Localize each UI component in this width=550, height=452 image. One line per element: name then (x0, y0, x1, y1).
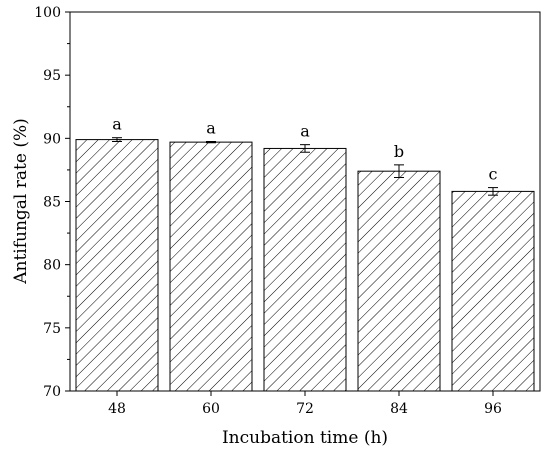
x-tick-label-84: 84 (390, 401, 408, 417)
y-tick-label-75: 75 (43, 321, 61, 337)
bar-48 (75, 139, 159, 392)
significance-label-84: b (394, 142, 404, 161)
significance-label-72: a (300, 122, 310, 141)
significance-labels-group: a a a b c (112, 115, 497, 184)
x-tick-label-60: 60 (202, 401, 220, 417)
y-tick-label-80: 80 (43, 258, 61, 274)
y-tick-label-70: 70 (43, 384, 61, 400)
x-axis: 48 60 72 84 96 (108, 391, 502, 417)
y-tick-label-90: 90 (43, 131, 61, 147)
error-bars-group (112, 137, 498, 196)
y-tick-label-100: 100 (34, 5, 61, 21)
bar-72 (263, 147, 347, 392)
significance-label-96: c (489, 165, 498, 184)
bars-group (75, 139, 535, 392)
y-tick-label-95: 95 (43, 68, 61, 84)
y-axis-label: Antifungal rate (%) (11, 118, 31, 285)
bar-84 (357, 170, 441, 392)
x-tick-label-96: 96 (484, 401, 502, 417)
x-tick-label-72: 72 (296, 401, 314, 417)
significance-label-60: a (206, 118, 216, 137)
x-axis-label: Incubation time (h) (222, 428, 388, 448)
significance-label-48: a (112, 115, 122, 134)
y-axis: 70 75 80 85 90 95 100 (34, 5, 70, 400)
y-tick-label-85: 85 (43, 195, 61, 211)
bar-96 (451, 190, 535, 392)
x-tick-label-48: 48 (108, 401, 126, 417)
bar-60 (169, 141, 253, 392)
plot-area: a a a b c (69, 11, 541, 392)
